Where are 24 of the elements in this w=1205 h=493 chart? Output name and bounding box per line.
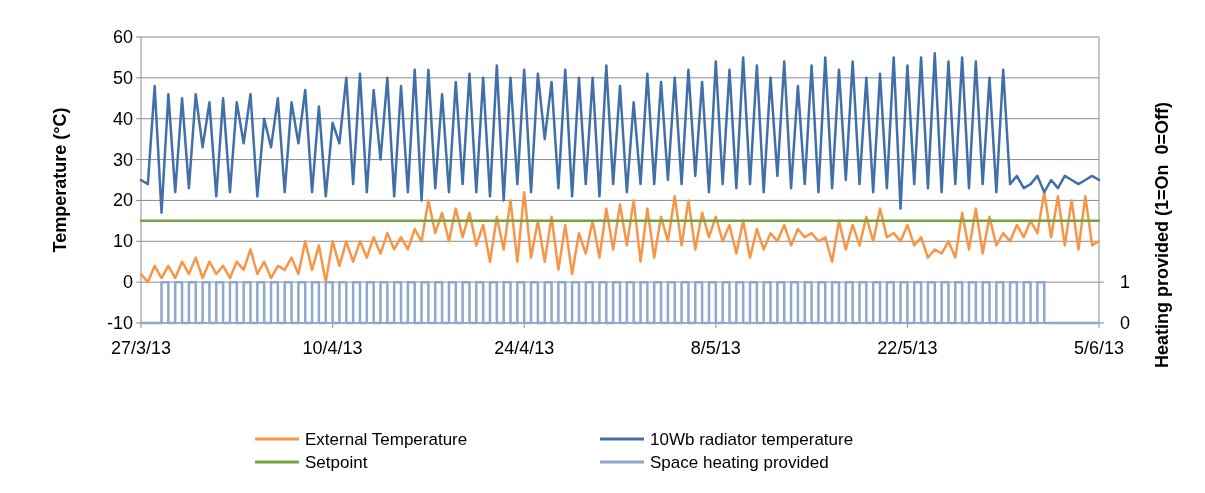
line-series [139,52,1101,214]
legend-label: 10Wb radiator temperature [650,430,854,449]
y-tick-label: 0 [122,272,133,293]
x-tick-label: 27/3/13 [110,338,172,358]
y2-tick-label: 1 [1119,272,1131,293]
legend-label: External Temperature [305,430,468,449]
y-tick-label: 40 [112,108,133,129]
x-tick-label: 10/4/13 [302,338,363,358]
y-axis-title: Temperature (°C) [50,107,70,253]
x-tick-label: 5/6/13 [1073,338,1125,358]
y-tick-label: 10 [112,231,133,252]
x-tick-label: 22/5/13 [877,338,938,358]
legend-label: Space heating provided [650,453,829,472]
y-tick-label: 60 [112,27,133,47]
y2-axis-title: Heating provided (1=On 0=Off) [1152,101,1172,369]
y-tick-label: 20 [112,190,133,211]
legend-label: Setpoint [305,453,368,472]
y-tick-label: 50 [112,67,133,88]
y2-tick-label: 0 [1119,313,1131,333]
x-tick-label: 8/5/13 [690,338,741,358]
y-tick-label: -10 [106,313,133,333]
line-series [139,191,1101,284]
y-tick-label: 30 [112,149,133,170]
x-tick-label: 24/4/13 [494,338,555,358]
